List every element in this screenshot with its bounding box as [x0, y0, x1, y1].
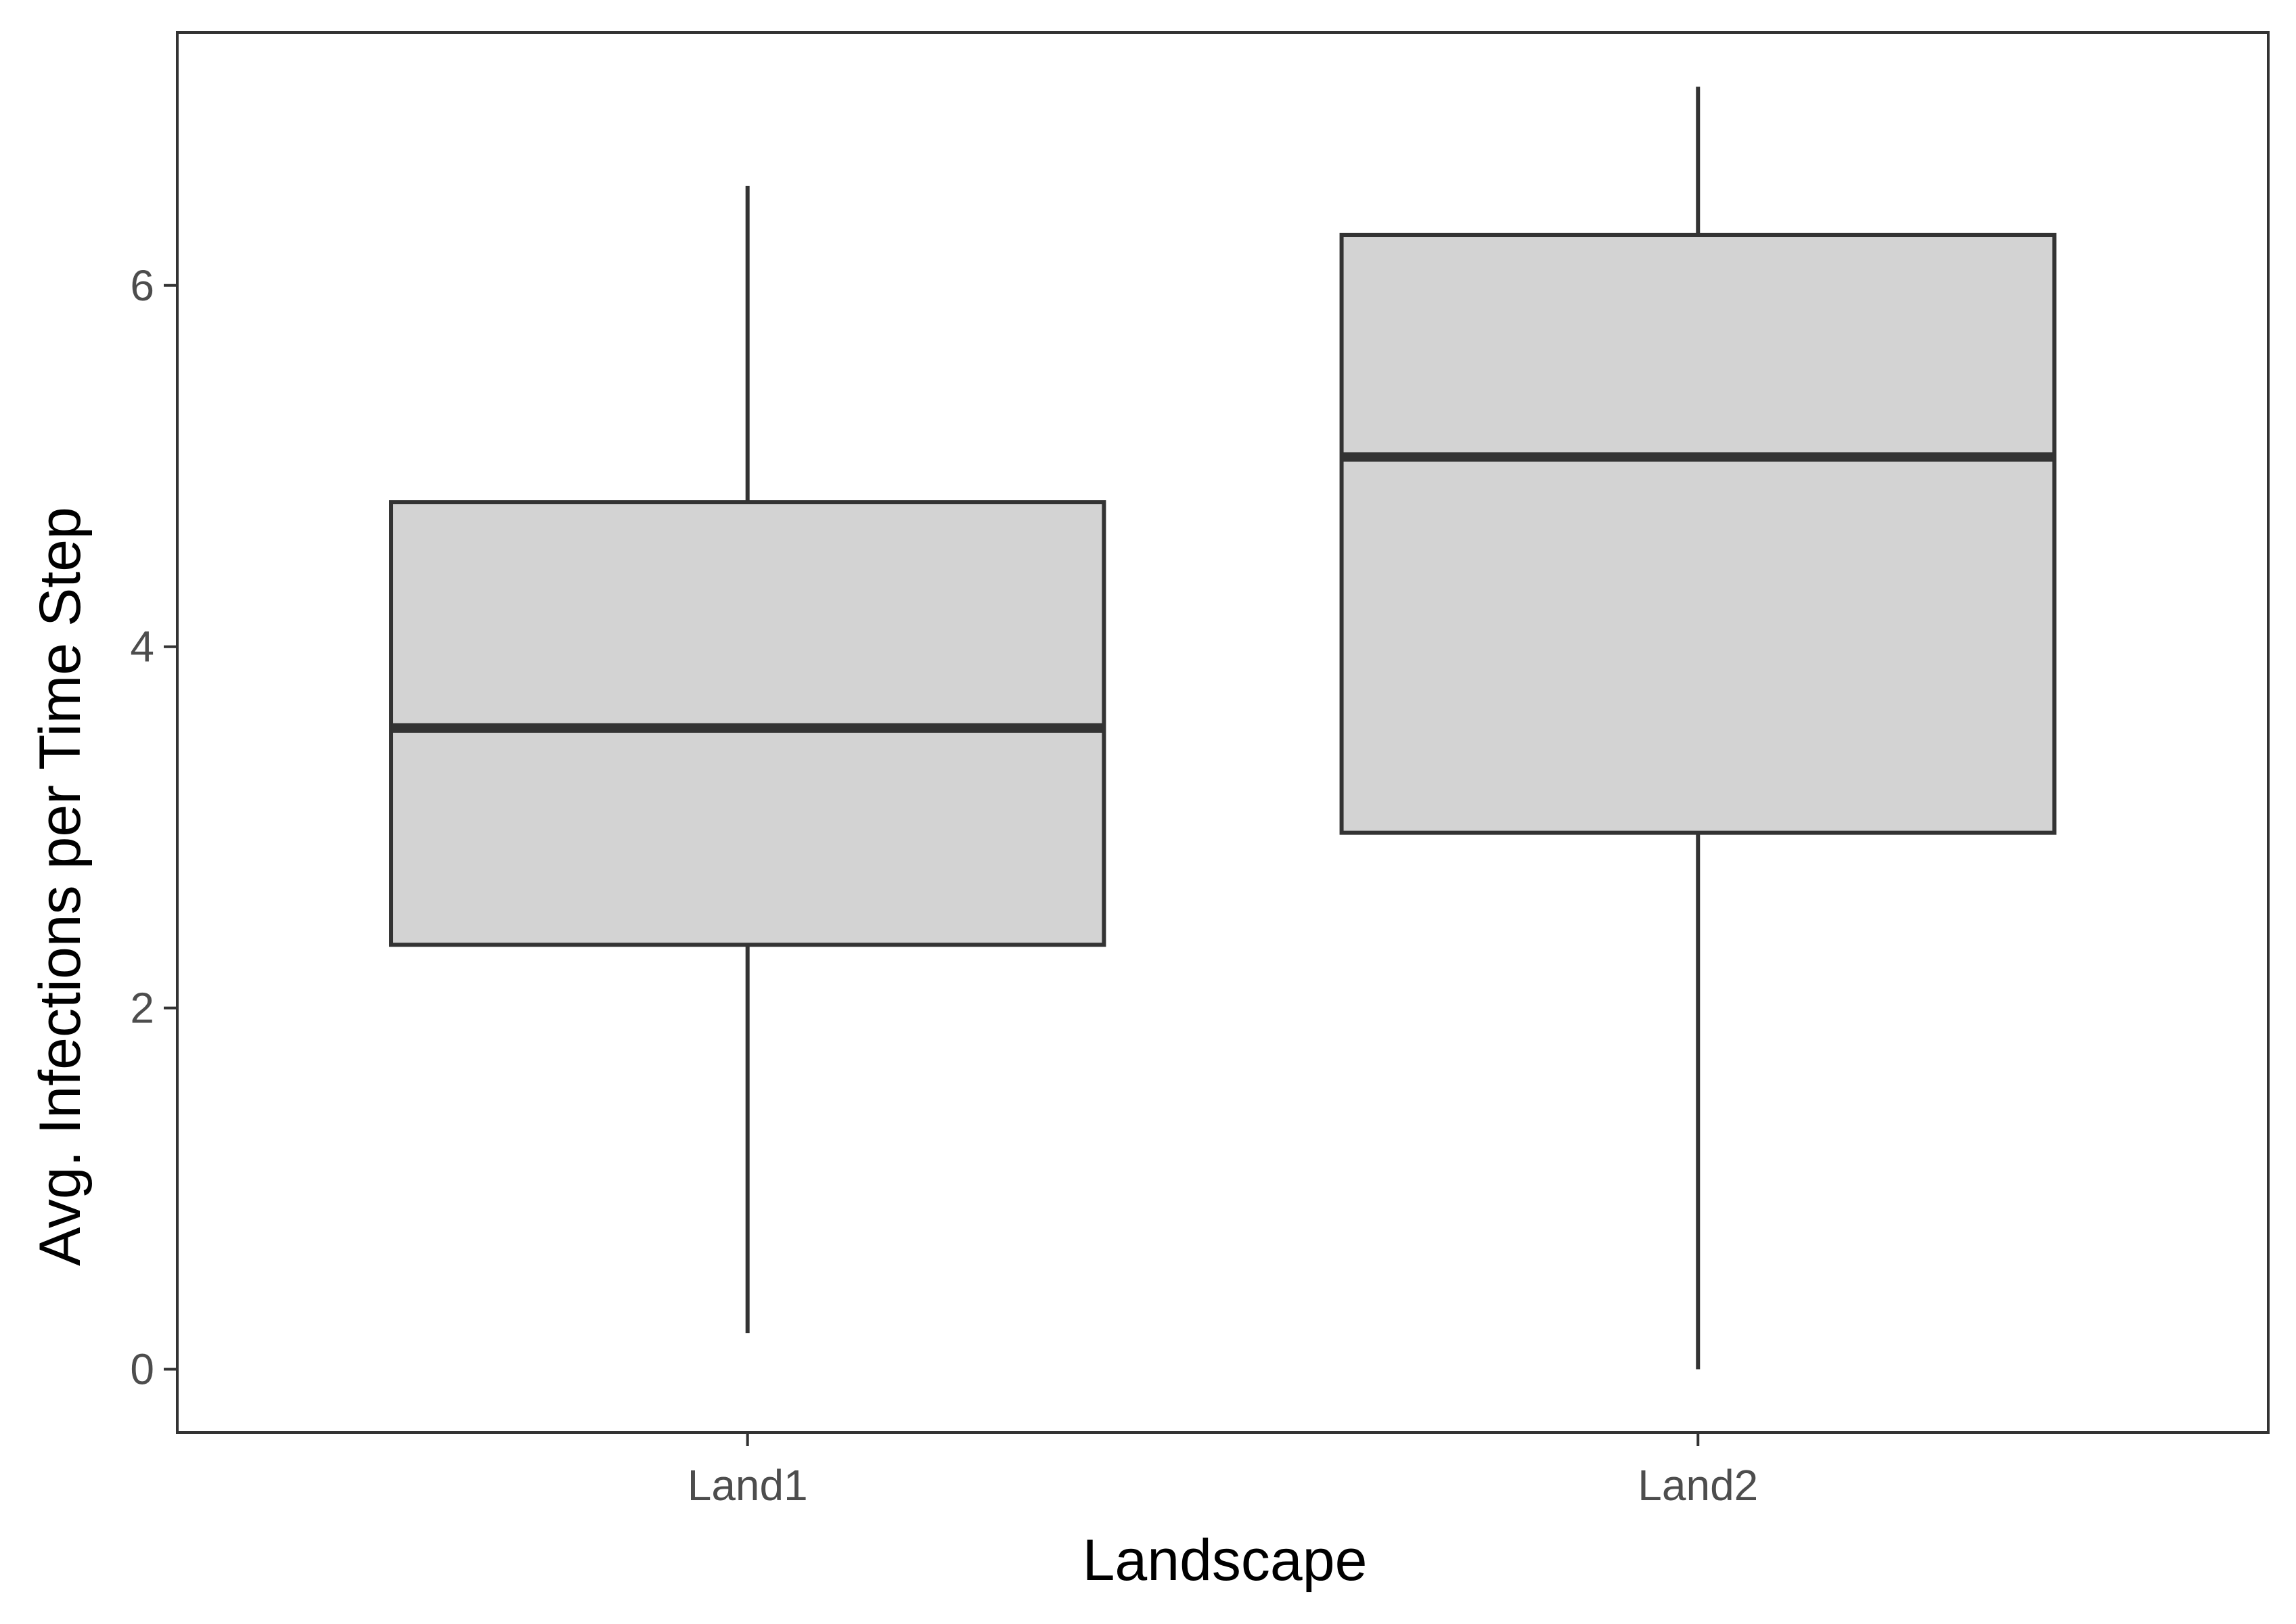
x-axis-title: Landscape — [1083, 1528, 1368, 1593]
box-land2 — [1339, 87, 2056, 1370]
x-tick-label: Land1 — [688, 1461, 808, 1510]
y-tick-label: 4 — [130, 623, 154, 671]
boxes — [389, 87, 2056, 1370]
y-tick-label: 2 — [130, 984, 154, 1033]
x-tick-label: Land2 — [1638, 1461, 1758, 1510]
y-tick-label: 0 — [130, 1345, 154, 1394]
y-tick-label: 6 — [130, 261, 154, 310]
box-land1 — [389, 185, 1106, 1334]
iqr-box — [1339, 233, 2056, 835]
y-axis-title: Avg. Infections per Time Step — [28, 507, 93, 1266]
axes: 0 2 4 6 Land1 Land2 — [130, 261, 1758, 1510]
